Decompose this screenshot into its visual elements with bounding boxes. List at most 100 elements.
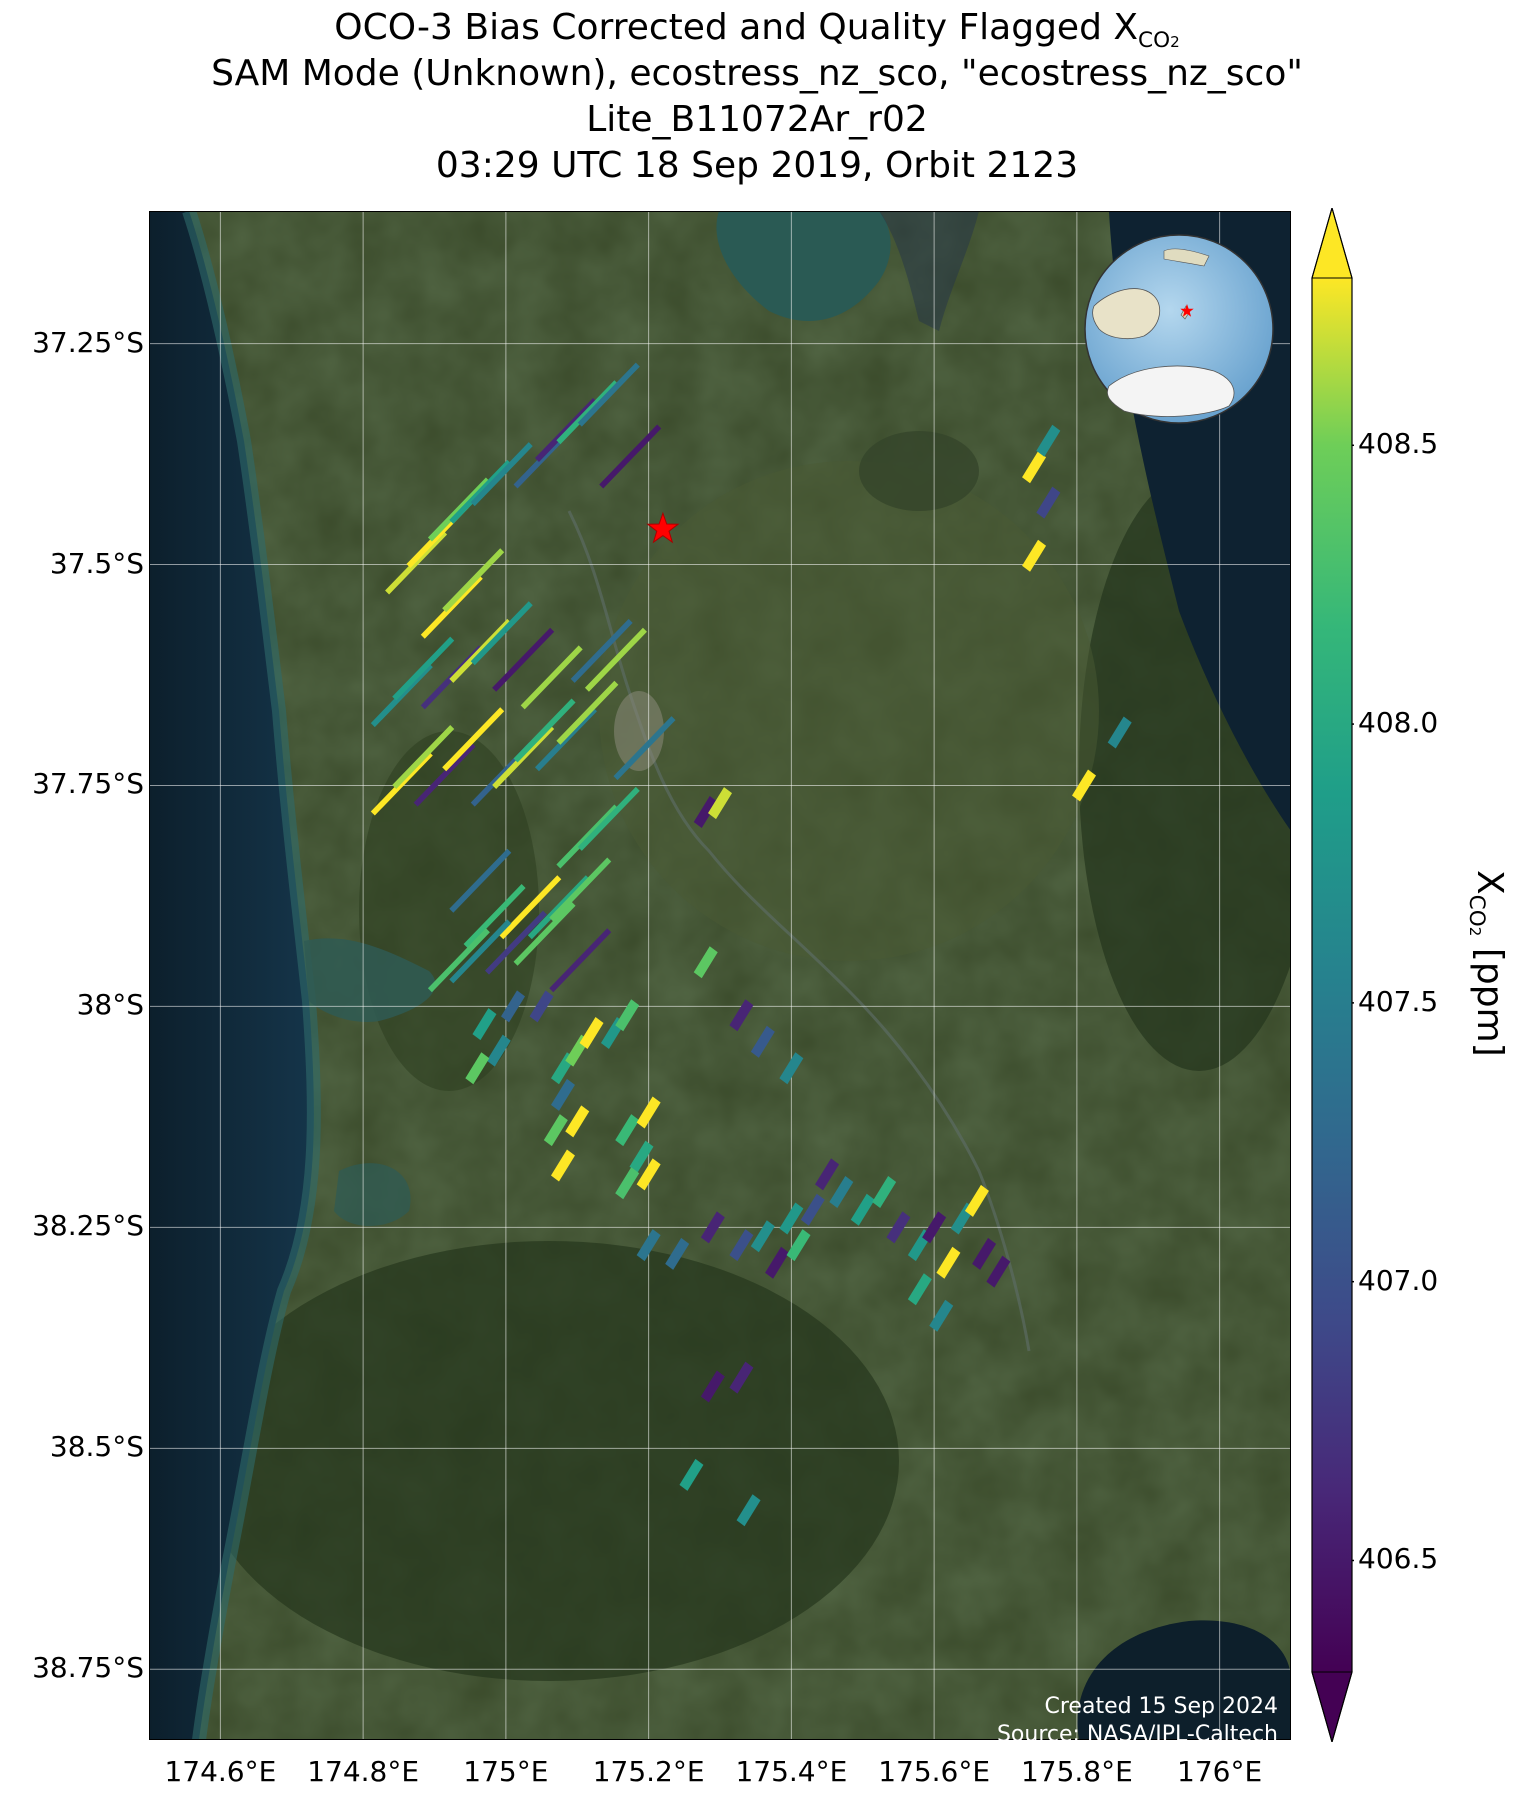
ocean-west: [149, 211, 314, 1740]
xco2-sounding: [449, 618, 512, 683]
xco2-sounding: [556, 380, 619, 445]
x-tick-label: 175.2°E: [592, 1755, 705, 1788]
xco2-sounding: [1072, 769, 1097, 802]
australia: [1092, 288, 1161, 340]
firth-of-thames: [716, 211, 891, 321]
target-site-star: [646, 511, 680, 544]
xco2-sounding: [392, 636, 455, 701]
title-sub: CO2: [1138, 27, 1180, 53]
map-frame: [149, 211, 1291, 1740]
xco2-sounding: [513, 901, 576, 966]
xco2-sounding: [449, 848, 512, 913]
xco2-sounding: [872, 1176, 897, 1209]
farm-area: [599, 461, 1099, 961]
xco2-sounding: [534, 397, 597, 462]
colorbar-label: XCO2 [ppm]: [1464, 870, 1510, 1057]
colorbar-tick-label: 406.5: [1358, 1542, 1439, 1576]
new-guinea: [1163, 248, 1210, 267]
xco2-sounding: [1107, 716, 1132, 749]
xco2-sounding: [392, 724, 455, 789]
xco2-sounding: [936, 1246, 961, 1279]
colorbar-tick-label: 408.5: [1358, 427, 1439, 461]
created-credit: Created 15 Sep 2024: [1044, 1694, 1279, 1719]
xco2-sounding: [577, 362, 640, 427]
xco2-sounding: [800, 1193, 825, 1226]
xco2-sounding: [815, 1158, 840, 1191]
xco2-sounding: [543, 1114, 568, 1147]
xco2-sounding: [570, 618, 633, 683]
xco2-sounding: [779, 1052, 804, 1085]
xco2-sounding: [786, 1229, 811, 1262]
xco2-sounding: [636, 1229, 661, 1262]
title-prefix: OCO-3 Bias Corrected and Quality Flagged…: [334, 7, 1139, 48]
xco2-sounding: [636, 1158, 661, 1191]
x-tick-label: 175.4°E: [735, 1755, 848, 1788]
antarctica: [1107, 365, 1235, 417]
x-tick-label: 174.6°E: [164, 1755, 277, 1788]
xco2-sounding: [886, 1211, 911, 1244]
x-tick-label: 175°E: [463, 1755, 549, 1788]
xco2-sounding: [499, 875, 562, 940]
xco2-sounding: [472, 1008, 497, 1041]
xco2-sounding: [501, 990, 526, 1023]
y-tick-label: 38°S: [76, 988, 144, 1022]
xco2-sounding: [470, 442, 533, 507]
xco2-sounding: [370, 751, 433, 816]
y-tick-label: 38.25°S: [32, 1209, 144, 1243]
xco2-sounding: [693, 795, 718, 828]
colorbar-tick-label: 408.0: [1358, 706, 1439, 740]
xco2-sounding: [550, 1149, 575, 1182]
waikato-river: [567, 510, 1031, 1352]
forest-area: [199, 1241, 899, 1681]
xco2-sounding: [492, 724, 555, 789]
xco2-sounding: [615, 1114, 640, 1147]
xco2-sounding: [565, 1105, 590, 1138]
xco2-sounding: [750, 1220, 775, 1253]
xco2-sounding: [986, 1255, 1011, 1288]
title-line-3: Lite_B11072Ar_r02: [586, 99, 928, 140]
xco2-sounding: [922, 1211, 947, 1244]
title-line-1: OCO-3 Bias Corrected and Quality Flagged…: [0, 6, 1514, 64]
x-tick-label: 174.8°E: [307, 1755, 420, 1788]
xco2-sounding: [907, 1273, 932, 1306]
xco2-sounding: [700, 1211, 725, 1244]
xco2-sounding: [829, 1176, 854, 1209]
xco2-sounding: [534, 707, 597, 772]
gridlines: [149, 211, 1291, 1740]
xco2-sounding: [1022, 539, 1047, 572]
xco2-sounding: [579, 1016, 604, 1049]
xco2-sounding: [449, 459, 512, 524]
xco2-sounding: [929, 1299, 954, 1332]
colorbar: [1311, 208, 1354, 1742]
xco2-sounding: [556, 680, 619, 745]
xco2-sounding: [427, 928, 490, 993]
xco2-sounding: [700, 1370, 725, 1403]
xco2-sounding: [1022, 451, 1047, 484]
xco2-sounding: [729, 1361, 754, 1394]
xco2-sounding: [470, 601, 533, 666]
source-credit: Source: NASA/JPL-Caltech: [996, 1722, 1278, 1747]
xco2-sounding: [549, 928, 612, 993]
xco2-sounding: [520, 645, 583, 710]
xco2-sounding: [485, 910, 548, 975]
xco2-sounding: [449, 919, 512, 984]
xco2-sounding: [615, 1167, 640, 1200]
globe-target-star: [1180, 304, 1194, 317]
xco2-sounding: [550, 1078, 575, 1111]
xco2-sounding: [1036, 424, 1061, 457]
colorbar-extend-max: [1311, 208, 1353, 279]
xco2-sounding: [1036, 486, 1061, 519]
x-tick-label: 175.6°E: [878, 1755, 991, 1788]
colorbar-extend-min: [1311, 1671, 1353, 1742]
lake-taupo: [1077, 1620, 1291, 1740]
harbour: [304, 938, 436, 1022]
xco2-sounding: [729, 999, 754, 1032]
xco2-sounding: [750, 1025, 775, 1058]
y-tick-label: 37.5°S: [49, 546, 144, 580]
xco2-sounding: [577, 786, 640, 851]
xco2-sounding: [442, 707, 505, 772]
xco2-sounding: [708, 787, 732, 820]
xco2-sounding: [736, 1494, 761, 1527]
x-tick-label: 175.8°E: [1020, 1755, 1133, 1788]
harbour: [334, 1163, 411, 1226]
